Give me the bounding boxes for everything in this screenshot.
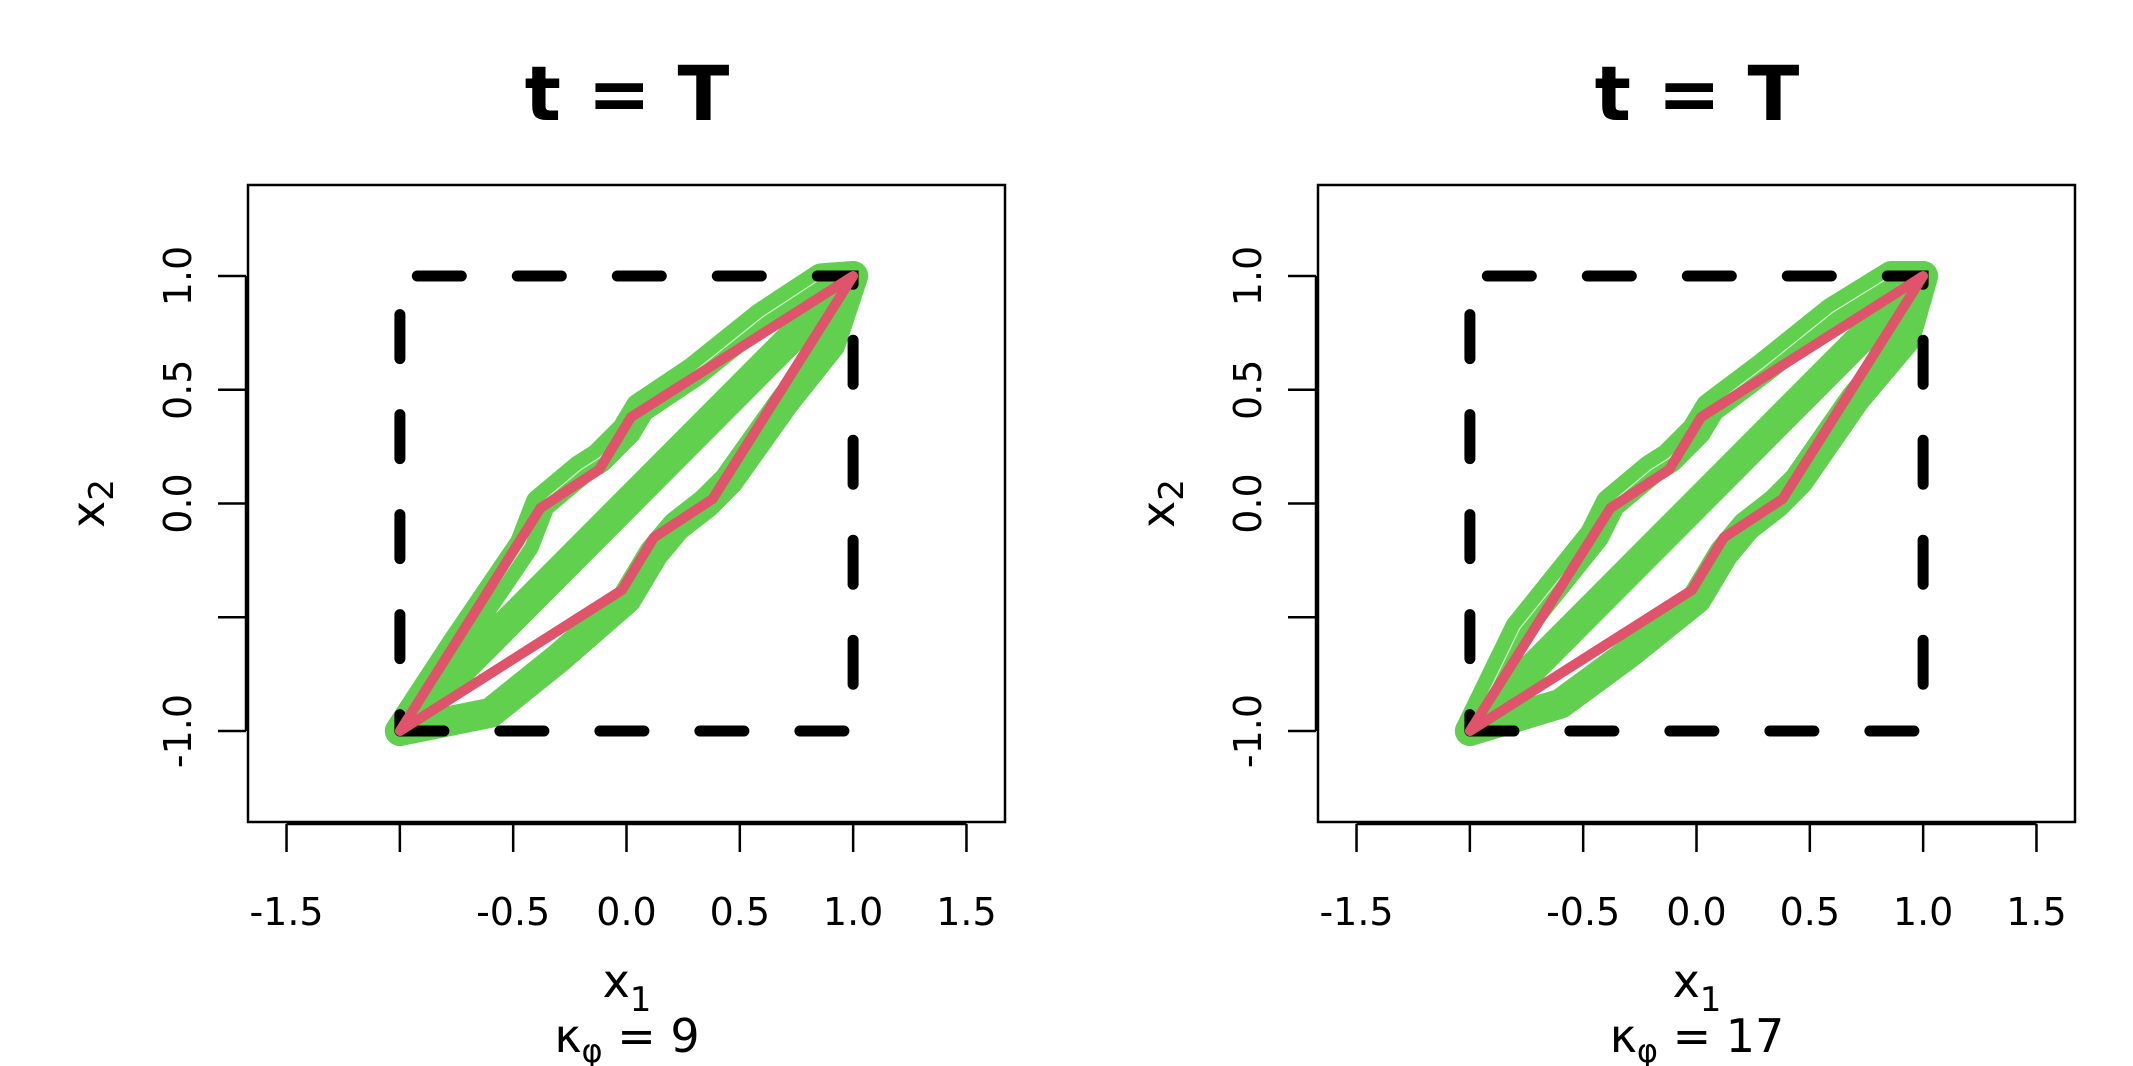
panel-2: t = T-1.5 -0.5 0.0 0.5 1.0 1.5-1.00.00.51.0x1… bbox=[1131, 49, 2077, 1066]
y-tick-label: 1.0 bbox=[156, 246, 200, 306]
y-tick-label: 0.5 bbox=[1226, 360, 1270, 420]
kappa-value: = 17 bbox=[1658, 1009, 1784, 1063]
x-tick-label: -0.5 bbox=[1546, 890, 1620, 934]
plot-area bbox=[384, 261, 869, 746]
x-axis-label-main: x bbox=[603, 954, 630, 1008]
plot-frame bbox=[1316, 183, 2077, 824]
trajectory-band-upper bbox=[1454, 261, 1939, 746]
kappa-subscript: φ bbox=[581, 1032, 602, 1066]
x-axis-label: x1 bbox=[603, 954, 652, 1020]
kappa-subscript: φ bbox=[1637, 1032, 1658, 1066]
plot-area bbox=[1454, 261, 1939, 746]
plot-frame bbox=[246, 183, 1007, 824]
y-tick-label: -1.0 bbox=[1226, 694, 1270, 768]
y-tick-label: 0.0 bbox=[1226, 473, 1270, 533]
panel-1: t = T-1.5 -0.5 0.0 0.5 1.0 1.5-1.00.00.51.0x1… bbox=[61, 49, 1007, 1066]
x-tick-label: -1.5 bbox=[249, 890, 323, 934]
x-tick-label: 1.5 bbox=[2006, 890, 2066, 934]
x-tick-label: 0.5 bbox=[1780, 890, 1840, 934]
x-tick-label: 0.0 bbox=[1666, 890, 1726, 934]
x-tick-label: -0.5 bbox=[476, 890, 550, 934]
chart-title: t = T bbox=[1595, 49, 1800, 138]
y-tick-label: 0.0 bbox=[156, 473, 200, 533]
x-tick-label: 1.0 bbox=[1893, 890, 1953, 934]
y-axis-label-main: x bbox=[61, 501, 115, 528]
y-tick-label: 0.5 bbox=[156, 360, 200, 420]
reference-trajectory bbox=[1464, 271, 1929, 736]
kappa-value: = 9 bbox=[603, 1009, 700, 1063]
x-axis-label-main: x bbox=[1673, 954, 1700, 1008]
kappa-subtitle: κφ = 9 bbox=[554, 1009, 699, 1066]
y-tick-label: -1.0 bbox=[156, 694, 200, 768]
x-tick-label: 0.5 bbox=[710, 890, 770, 934]
y-axis-label-main: x bbox=[1131, 501, 1185, 528]
reference-trajectory bbox=[394, 271, 859, 736]
trajectory-band-upper bbox=[384, 261, 869, 746]
kappa-subtitle: κφ = 17 bbox=[1610, 1009, 1785, 1066]
x-axis-label-sub: 1 bbox=[1700, 980, 1722, 1020]
kappa-symbol: κ bbox=[554, 1009, 581, 1063]
x-axis-label: x1 bbox=[1673, 954, 1722, 1020]
kappa-symbol: κ bbox=[1610, 1009, 1637, 1063]
y-axis-label: x2 bbox=[61, 479, 122, 528]
y-tick-label: 1.0 bbox=[1226, 246, 1270, 306]
y-axis-label: x2 bbox=[1131, 479, 1192, 528]
x-tick-label: 1.5 bbox=[936, 890, 996, 934]
x-axis-label-sub: 1 bbox=[630, 980, 652, 1020]
x-tick-label: -1.5 bbox=[1319, 890, 1393, 934]
y-axis-label-sub: 2 bbox=[82, 479, 122, 501]
y-axis-label-sub: 2 bbox=[1152, 479, 1192, 501]
x-tick-label: 1.0 bbox=[823, 890, 883, 934]
x-tick-label: 0.0 bbox=[596, 890, 656, 934]
chart-title: t = T bbox=[525, 49, 730, 138]
